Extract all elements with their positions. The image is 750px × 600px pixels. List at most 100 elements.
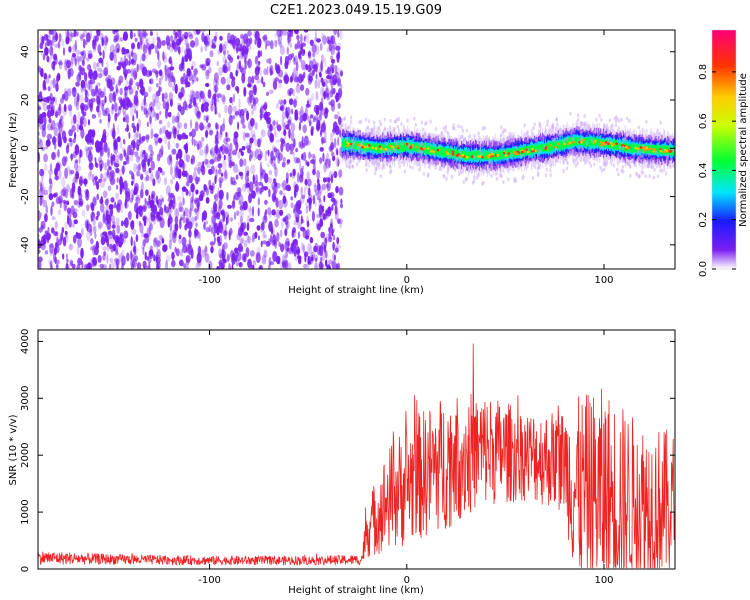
noise-blob: [163, 135, 167, 145]
noise-blob: [85, 263, 89, 269]
signal-band-cell: [428, 145, 430, 155]
signal-speck: [381, 166, 384, 171]
signal-band-cell: [418, 142, 420, 153]
noise-blob: [77, 57, 80, 66]
noise-blob: [170, 195, 175, 203]
noise-blob: [231, 264, 234, 269]
noise-blob: [176, 123, 180, 134]
noise-blob: [80, 128, 85, 139]
noise-blob: [244, 172, 249, 183]
noise-blob: [44, 250, 49, 255]
signal-peak: [384, 147, 387, 151]
noise-blob: [330, 44, 336, 56]
signal-speck: [562, 169, 565, 173]
signal-speck: [636, 156, 640, 161]
noise-blob: [315, 107, 319, 116]
signal-speck: [566, 161, 569, 165]
signal-speck: [570, 130, 573, 135]
noise-blob: [310, 114, 314, 119]
noise-blob: [109, 235, 115, 244]
noise-blob: [317, 78, 320, 89]
noise-blob: [46, 55, 50, 63]
noise-blob: [267, 207, 272, 216]
noise-blob: [154, 112, 157, 117]
noise-blob: [269, 158, 274, 164]
noise-blob: [101, 99, 105, 107]
signal-speck: [641, 170, 645, 175]
noise-blob: [169, 98, 173, 107]
noise-blob: [75, 100, 79, 111]
noise-blob: [281, 111, 287, 120]
signal-band-cell: [646, 146, 648, 154]
signal-speck: [380, 155, 384, 160]
noise-blob: [44, 49, 49, 55]
noise-blob: [313, 245, 318, 253]
noise-blob: [130, 236, 133, 247]
noise-blob: [74, 159, 79, 164]
noise-blob: [145, 265, 149, 269]
signal-speck: [377, 162, 380, 167]
noise-blob: [94, 157, 97, 162]
noise-blob: [146, 135, 149, 143]
noise-blob: [283, 99, 287, 105]
signal-speck: [631, 159, 634, 163]
noise-blob: [218, 153, 222, 159]
noise-blob: [247, 58, 252, 69]
signal-speck: [596, 153, 599, 158]
noise-blob: [247, 83, 252, 88]
noise-blob: [198, 194, 204, 202]
signal-speck: [491, 161, 494, 166]
signal-speck: [411, 132, 414, 137]
noise-blob: [107, 230, 113, 236]
noise-blob: [57, 120, 63, 129]
noise-blob: [56, 236, 59, 246]
signal-speck: [569, 111, 572, 116]
noise-blob: [44, 46, 49, 56]
signal-speck: [585, 153, 588, 158]
noise-blob: [283, 74, 289, 85]
noise-blob: [277, 36, 281, 47]
noise-blob: [263, 186, 268, 191]
noise-blob: [258, 266, 263, 269]
noise-blob: [130, 50, 134, 57]
noise-blob: [217, 163, 223, 169]
signal-peak: [486, 155, 489, 158]
noise-blob: [308, 53, 312, 63]
noise-blob: [304, 253, 307, 263]
noise-blob: [301, 42, 306, 47]
noise-blob: [169, 192, 175, 199]
signal-speck: [577, 118, 580, 122]
noise-blob: [50, 43, 53, 54]
signal-band-cell: [476, 150, 478, 159]
signal-peak: [643, 148, 646, 152]
signal-speck: [387, 158, 391, 163]
noise-blob: [68, 243, 74, 251]
signal-band-cell: [555, 141, 557, 149]
signal-speck: [593, 162, 596, 167]
signal-speck: [378, 119, 382, 124]
noise-blob: [190, 183, 195, 193]
signal-speck: [580, 130, 583, 135]
noise-blob: [210, 246, 214, 254]
noise-blob: [260, 240, 263, 248]
noise-blob: [210, 226, 214, 234]
noise-blob: [318, 211, 321, 218]
noise-blob: [254, 231, 258, 239]
noise-blob: [174, 216, 179, 225]
noise-blob: [203, 247, 208, 256]
signal-peak: [380, 147, 383, 151]
noise-blob: [264, 199, 268, 205]
signal-band-cell: [575, 137, 577, 147]
noise-blob: [106, 158, 110, 167]
noise-blob: [119, 87, 123, 96]
noise-blob: [50, 120, 56, 131]
noise-blob: [239, 215, 244, 226]
signal-band-cell: [565, 139, 567, 147]
noise-blob: [108, 166, 112, 171]
noise-blob: [116, 136, 121, 143]
signal-band-cell: [499, 151, 501, 160]
noise-blob: [321, 81, 326, 87]
signal-speck: [506, 136, 509, 141]
noise-blob: [97, 67, 103, 73]
signal-speck: [504, 128, 507, 133]
